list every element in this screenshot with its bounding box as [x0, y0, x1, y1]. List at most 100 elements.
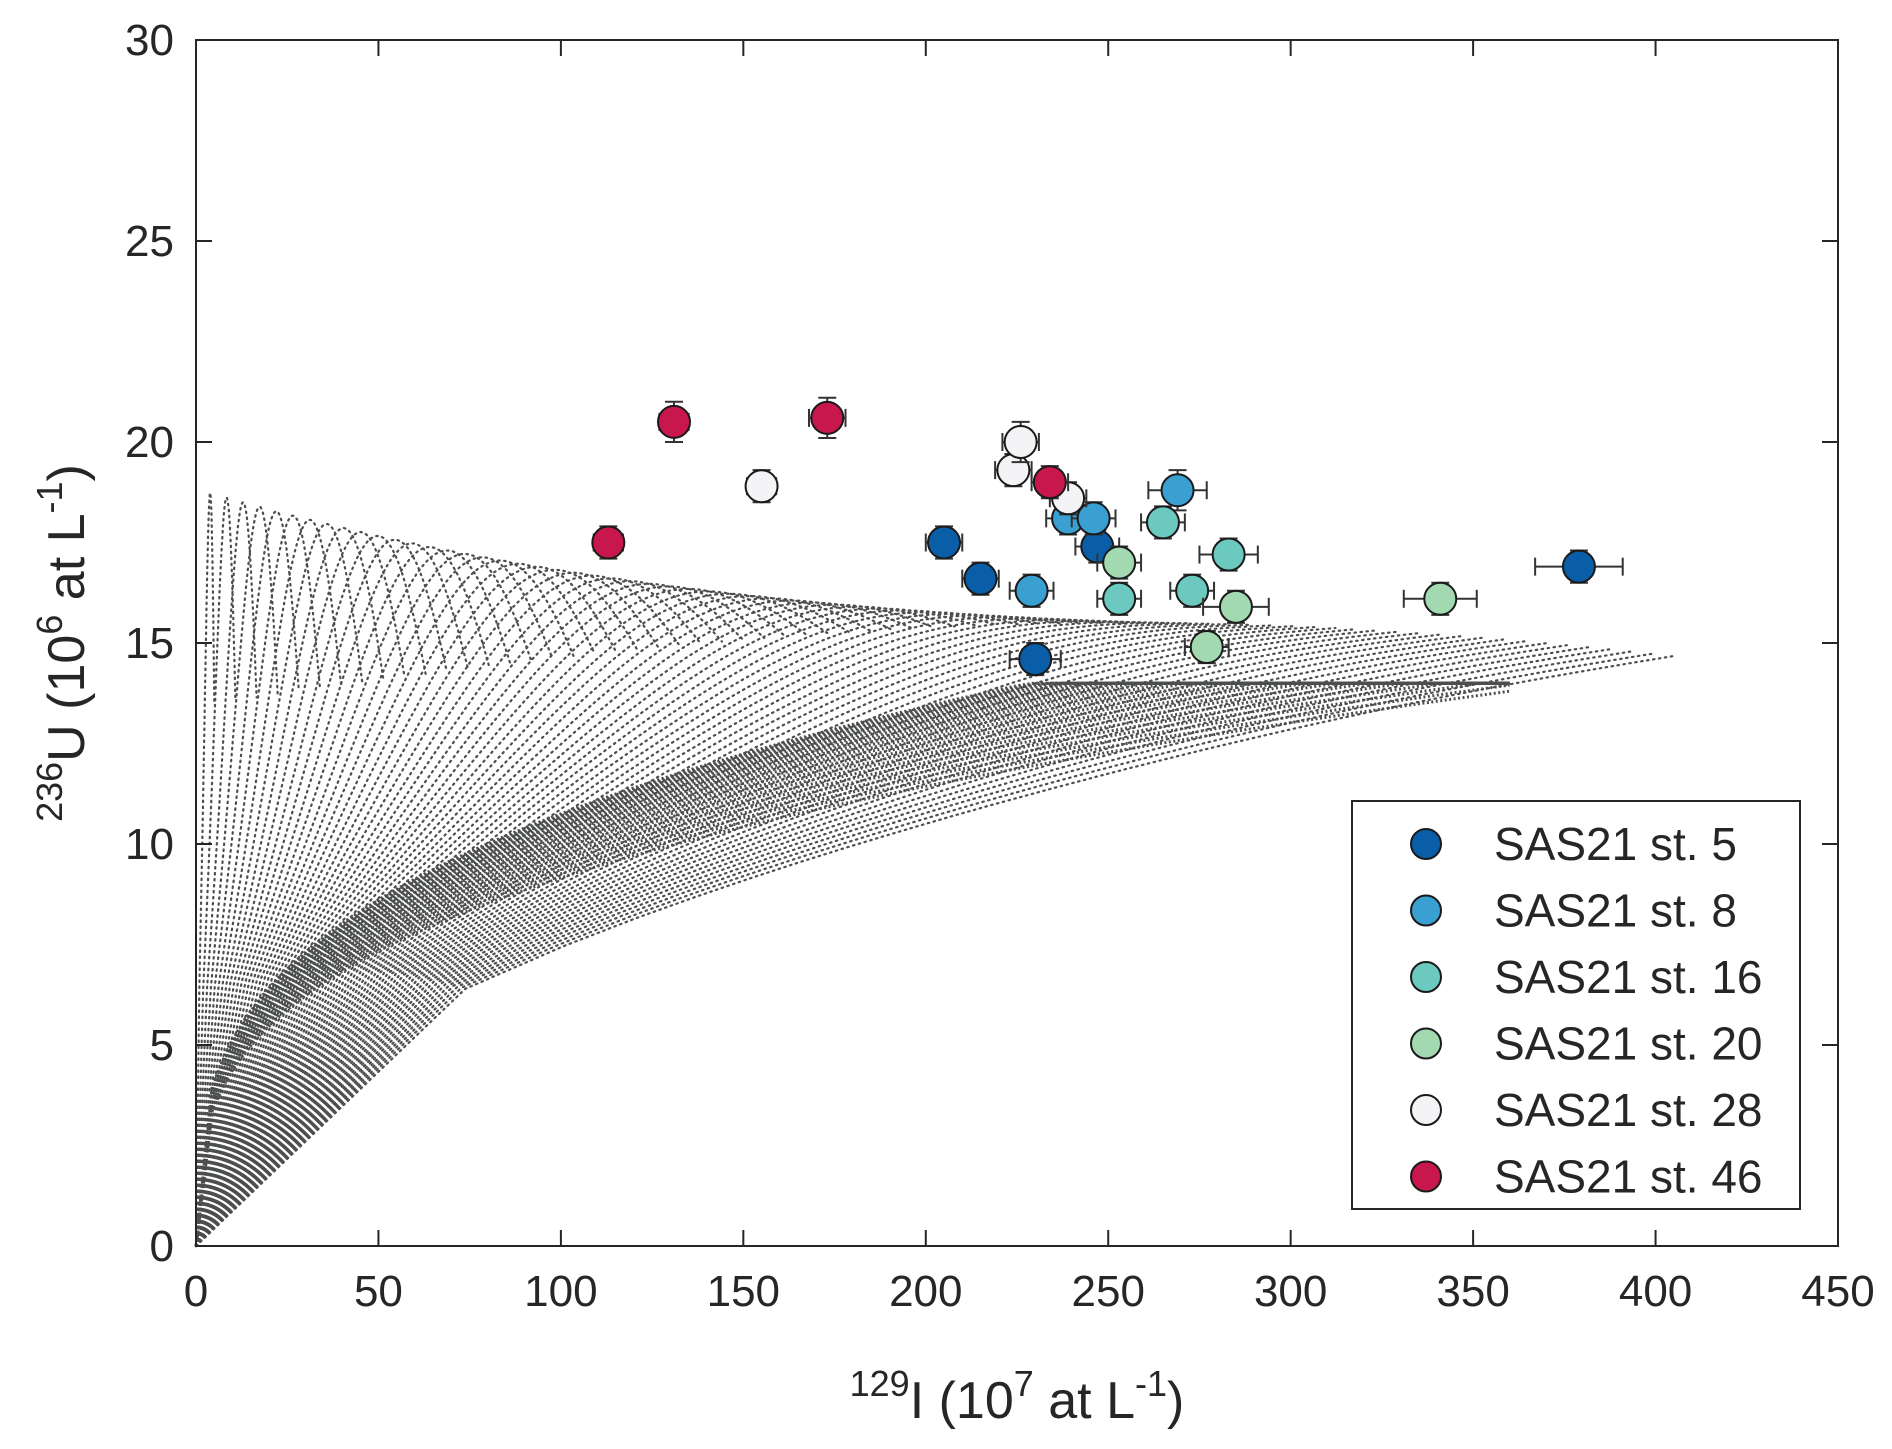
data-point [1402, 581, 1478, 616]
legend-label: SAS21 st. 20 [1494, 1018, 1763, 1070]
mixing-curve [194, 650, 1633, 1248]
mixing-curve [194, 514, 322, 1248]
legend-item: SAS21 st. 5 [1410, 818, 1737, 870]
data-point [961, 561, 1000, 596]
legend-label: SAS21 st. 16 [1494, 951, 1763, 1003]
data-point [924, 525, 964, 560]
mixing-envelope [194, 681, 1510, 1247]
data-point [1202, 589, 1270, 624]
y-tick-label: 25 [125, 217, 174, 266]
mixing-curve [194, 526, 385, 1248]
x-tick-label: 0 [184, 1267, 208, 1316]
mixing-curve [194, 636, 1485, 1248]
legend-label: SAS21 st. 5 [1494, 818, 1737, 870]
data-point [1147, 469, 1208, 512]
point-marker [1014, 573, 1049, 608]
legend-item: SAS21 st. 16 [1410, 951, 1763, 1003]
mixing-envelope [194, 683, 1510, 1247]
point-marker [1423, 581, 1458, 616]
mixing-curve [194, 633, 1443, 1248]
point-marker [810, 400, 845, 435]
mixing-curve [194, 654, 1675, 1248]
mixing-curve [194, 568, 639, 1248]
mixing-curve [194, 623, 1231, 1248]
point-marker [1076, 501, 1111, 536]
mixing-curve [194, 624, 1273, 1248]
y-tick-label: 5 [150, 1021, 174, 1070]
point-marker [1102, 581, 1137, 616]
point-marker [1211, 537, 1246, 572]
x-axis-label: 129I (107 at L-1) [850, 1363, 1185, 1430]
mixing-curve [194, 565, 618, 1248]
mixing-curve [194, 614, 1062, 1248]
y-tick-label: 10 [125, 820, 174, 869]
data-point [1140, 505, 1186, 540]
legend: SAS21 st. 5 SAS21 st. 8 SAS21 st. 16 SAS21 … [1351, 800, 1801, 1210]
point-marker [1102, 545, 1137, 580]
legend-box [1351, 800, 1801, 1210]
mixing-curve [194, 638, 1506, 1248]
mixing-curve [194, 648, 1612, 1248]
x-tick-label: 50 [354, 1267, 403, 1316]
mixing-envelope [194, 681, 1510, 1247]
mixing-curve [194, 505, 279, 1248]
x-tick-label: 450 [1801, 1267, 1874, 1316]
point-marker [1189, 630, 1224, 665]
x-tick-label: 200 [889, 1267, 962, 1316]
mixing-curve [194, 601, 914, 1248]
mixing-model-cloud [194, 489, 1675, 1248]
mixing-envelope [194, 681, 1510, 1247]
legend-item: SAS21 st. 8 [1410, 885, 1737, 937]
mixing-curve [194, 618, 1125, 1248]
mixing-curve [194, 612, 1041, 1248]
mixing-envelope [194, 681, 1510, 1247]
data-point [1008, 573, 1055, 608]
mixing-envelope [194, 681, 1510, 1247]
point-marker [1018, 642, 1053, 677]
data-point [808, 396, 847, 439]
mixing-envelope [194, 681, 1510, 1247]
mixing-curve [194, 592, 829, 1248]
mixing-curve [194, 518, 343, 1248]
mixing-curve [194, 542, 470, 1248]
data-point [1183, 629, 1230, 665]
data-point [1001, 420, 1040, 464]
x-tick-label: 250 [1072, 1267, 1145, 1316]
mixing-curve [194, 495, 237, 1248]
legend-item: SAS21 st. 20 [1410, 1018, 1763, 1070]
legend-marker [1410, 894, 1442, 927]
x-tick-label: 350 [1436, 1267, 1509, 1316]
mixing-curve [194, 500, 258, 1248]
x-tick-label: 400 [1619, 1267, 1692, 1316]
mixing-curve [194, 626, 1316, 1248]
mixing-envelope [194, 681, 1510, 1247]
mixing-curve [194, 615, 1083, 1248]
mixing-curve [194, 622, 1210, 1248]
mixing-envelope [194, 689, 1510, 1247]
legend-label: SAS21 st. 28 [1494, 1084, 1763, 1136]
mixing-curve [194, 617, 1104, 1248]
data-point [1169, 573, 1216, 608]
mixing-envelope [194, 681, 1510, 1247]
mixing-curve [194, 605, 956, 1248]
mixing-curve [194, 595, 850, 1248]
y-tick-label: 15 [125, 619, 174, 668]
mixing-curve [194, 621, 1189, 1248]
mixing-curve [194, 599, 893, 1248]
point-marker [996, 453, 1031, 488]
mixing-curve [194, 538, 448, 1248]
mixing-curve [194, 643, 1570, 1248]
mixing-curve [194, 628, 1358, 1248]
point-marker [591, 525, 626, 560]
mixing-envelope [194, 681, 1510, 1247]
legend-marker [1410, 1094, 1442, 1126]
data-point [1070, 501, 1117, 536]
legend-label: SAS21 st. 8 [1494, 885, 1737, 937]
y-tick-label: 20 [125, 418, 174, 467]
mixing-curve [194, 522, 364, 1248]
data-point [591, 525, 626, 560]
point-marker [657, 404, 692, 439]
data-point [1008, 642, 1062, 677]
data-point [1096, 581, 1143, 616]
data-point [1198, 537, 1259, 572]
